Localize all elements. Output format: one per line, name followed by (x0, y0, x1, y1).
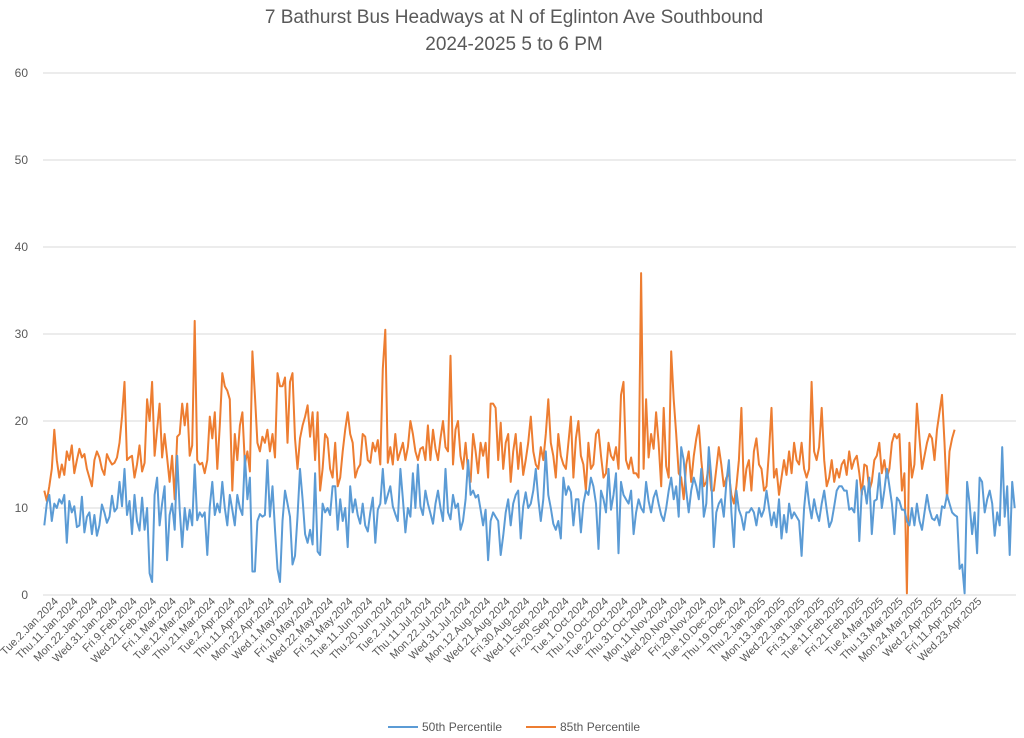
y-tick-label: 0 (21, 588, 28, 602)
y-tick-label: 50 (15, 153, 29, 167)
series-line-85th-percentile (43, 272, 956, 595)
legend-label-50th: 50th Percentile (422, 720, 502, 734)
y-tick-label: 60 (15, 66, 29, 80)
legend-label-85th: 85th Percentile (560, 720, 640, 734)
series-lines (43, 272, 1016, 595)
y-tick-label: 30 (15, 327, 29, 341)
chart-title-line-2: 2024-2025 5 to 6 PM (425, 34, 602, 55)
x-axis-tick-labels: Tue.2.Jan.2024Thu.11.Jan.2024Mon.22.Jan.… (0, 596, 984, 667)
y-tick-label: 10 (15, 501, 29, 515)
y-tick-label: 40 (15, 240, 29, 254)
series-line-50th-percentile (43, 446, 1016, 595)
legend: 50th Percentile 85th Percentile (388, 720, 640, 734)
chart-title-line-1: 7 Bathurst Bus Headways at N of Eglinton… (265, 7, 763, 28)
y-axis-tick-labels: 0 10 20 30 40 50 60 (15, 66, 29, 602)
y-tick-label: 20 (15, 414, 29, 428)
